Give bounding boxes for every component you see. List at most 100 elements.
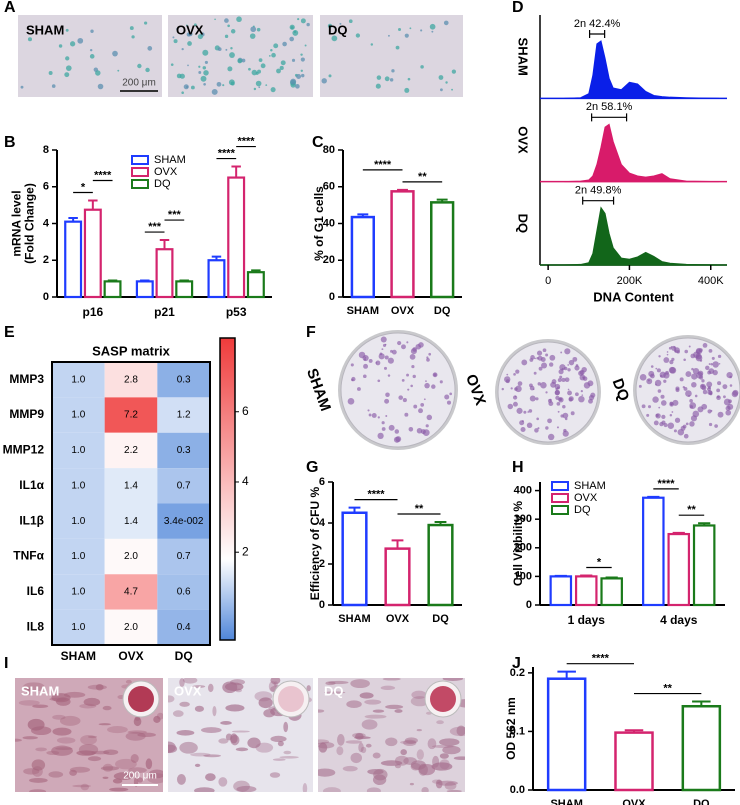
mineral-nodule: [421, 786, 429, 792]
stain-dot: [90, 29, 94, 33]
colony: [411, 365, 415, 369]
x-tick-label: DQ: [434, 305, 451, 317]
colony: [422, 429, 430, 437]
stain-dot: [129, 26, 134, 31]
mineral-nodule: [456, 725, 465, 736]
colony: [575, 392, 579, 397]
cell-label: 0.3: [177, 374, 191, 385]
colony: [689, 402, 697, 409]
stain-dot: [131, 35, 135, 39]
colony: [351, 378, 354, 382]
mineral-nodule: [55, 747, 73, 751]
mineral-nodule: [380, 760, 403, 766]
colony: [667, 422, 675, 429]
colony: [523, 410, 527, 414]
x-tick-label: SHAM: [338, 613, 370, 625]
colony: [393, 436, 401, 443]
stain-dot: [112, 50, 118, 57]
mineral-nodule: [18, 700, 40, 706]
colony: [381, 427, 386, 431]
heatmap-cell: [157, 609, 210, 645]
mineral-nodule: [218, 777, 228, 787]
x-tick-label: SHAM: [550, 798, 582, 805]
colony: [406, 373, 409, 377]
y-tick-label: 0.1: [510, 725, 525, 737]
colony: [561, 377, 566, 382]
mineral-nodule: [31, 759, 46, 771]
colony: [590, 392, 596, 398]
colony: [701, 403, 708, 410]
mineral-nodule: [194, 763, 201, 768]
colony: [655, 413, 661, 419]
mineral-nodule: [283, 721, 289, 733]
stain-dot: [321, 78, 327, 84]
colony: [669, 360, 674, 365]
bar: [64, 220, 83, 299]
colony: [535, 397, 539, 401]
bar: [574, 575, 598, 607]
colony: [423, 398, 426, 401]
colony: [545, 353, 549, 357]
colony: [723, 395, 726, 399]
stain-dot: [443, 20, 449, 26]
stain-dot: [224, 34, 229, 39]
mineral-nodule: [364, 714, 387, 719]
mineral-nodule: [302, 782, 308, 792]
bar: [614, 731, 654, 792]
colony: [425, 380, 427, 382]
colony: [669, 367, 677, 374]
colony: [692, 367, 700, 375]
cell-label: 0.3: [177, 445, 191, 456]
y-tick-label: 60: [323, 181, 335, 193]
x-tick-label: OVX: [391, 305, 415, 317]
colony: [371, 413, 377, 418]
mineral-nodule: [69, 769, 77, 776]
colony: [551, 379, 557, 384]
colony: [657, 389, 662, 393]
mineral-nodule: [107, 726, 128, 734]
mineral-nodule: [372, 752, 381, 759]
row-label: IL8: [27, 619, 45, 633]
mineral-nodule: [318, 768, 336, 777]
stain-dot: [77, 37, 84, 44]
stain-dot: [227, 24, 230, 28]
heatmap-cell: [104, 362, 158, 398]
column-label: SHAM: [61, 649, 96, 663]
mineral-nodule: [205, 773, 216, 781]
colony: [567, 364, 570, 366]
bar: [427, 523, 454, 607]
stain-dot: [339, 22, 342, 25]
colony: [725, 409, 732, 416]
mineral-nodule: [410, 696, 429, 707]
stain-dot: [250, 26, 257, 33]
colony: [506, 373, 509, 376]
mineral-nodule: [231, 730, 250, 733]
legend-label: OVX: [574, 492, 598, 504]
legend-swatch: [131, 155, 149, 165]
x-tick-label: 1 days: [568, 613, 606, 627]
stain-dot: [300, 53, 303, 56]
mineral-nodule: [109, 787, 129, 792]
y-tick-label: 8: [43, 144, 49, 156]
row-label: IL1β: [19, 513, 44, 527]
heatmap-cell: [52, 574, 105, 610]
stain-dot: [297, 18, 300, 21]
colony: [446, 400, 452, 405]
colony: [567, 368, 571, 372]
cell-label: 1.0: [71, 622, 85, 633]
colony: [541, 362, 548, 369]
heatmap-cell: [52, 362, 105, 398]
colony: [723, 398, 731, 406]
bar: [341, 511, 368, 607]
colony: [559, 364, 566, 371]
legend-swatch: [551, 493, 569, 503]
panel-letter: B: [4, 134, 16, 151]
colony: [716, 395, 721, 401]
colony: [387, 357, 394, 364]
row-label: OVX: [516, 126, 531, 154]
colony: [639, 373, 647, 381]
y-tick-label: 80: [323, 144, 335, 156]
mineral-nodule: [32, 704, 49, 709]
mineral-nodule: [125, 731, 146, 741]
mineral-nodule: [283, 750, 292, 755]
